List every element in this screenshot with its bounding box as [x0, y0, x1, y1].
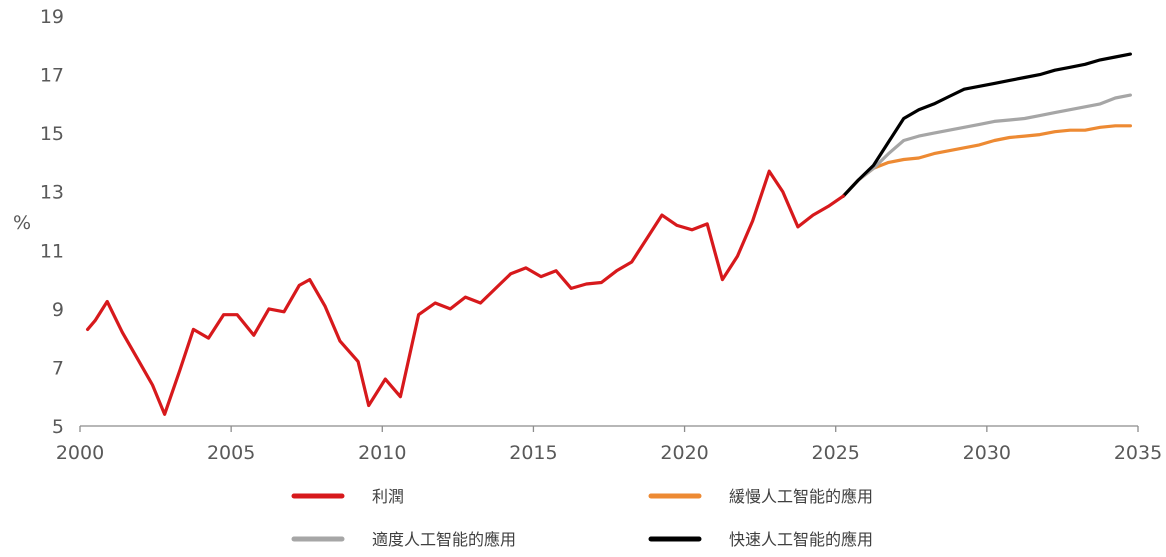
- y-tick-label: 13: [40, 182, 64, 204]
- legend-label-3: 快速人工智能的應用: [729, 530, 873, 549]
- y-tick-label: 5: [52, 416, 64, 438]
- y-tick-label: 7: [52, 357, 64, 379]
- x-tick-label: 2000: [56, 442, 104, 464]
- legend-label-2: 適度人工智能的應用: [372, 530, 516, 549]
- series-line-0: [86, 169, 845, 416]
- y-tick-labels: 5 7 9 11 13 15 17 19: [40, 6, 64, 438]
- x-tick-label: 2035: [1114, 442, 1162, 464]
- x-tick-label: 2005: [207, 442, 255, 464]
- y-tick-label: 19: [40, 6, 64, 28]
- y-axis-label: %: [13, 212, 31, 234]
- y-tick-label: 15: [40, 123, 64, 145]
- x-tick-label: 2010: [358, 442, 406, 464]
- x-tick-labels: 2000 2005 2010 2015 2020 2025 2030 2035: [56, 426, 1162, 464]
- series-line-3: [841, 52, 1132, 198]
- series-line-2: [841, 93, 1132, 198]
- y-tick-label: 17: [40, 65, 64, 87]
- y-tick-label: 11: [40, 240, 64, 262]
- x-tick-label: 2025: [812, 442, 860, 464]
- legend-label-0: 利潤: [372, 487, 404, 506]
- legend-label-1: 緩慢人工智能的應用: [729, 487, 873, 506]
- x-tick-label: 2030: [963, 442, 1011, 464]
- plot-lines: [86, 52, 1132, 416]
- x-tick-label: 2015: [509, 442, 557, 464]
- y-tick-label: 9: [52, 299, 64, 321]
- series-line-1: [841, 124, 1132, 198]
- x-tick-label: 2020: [660, 442, 708, 464]
